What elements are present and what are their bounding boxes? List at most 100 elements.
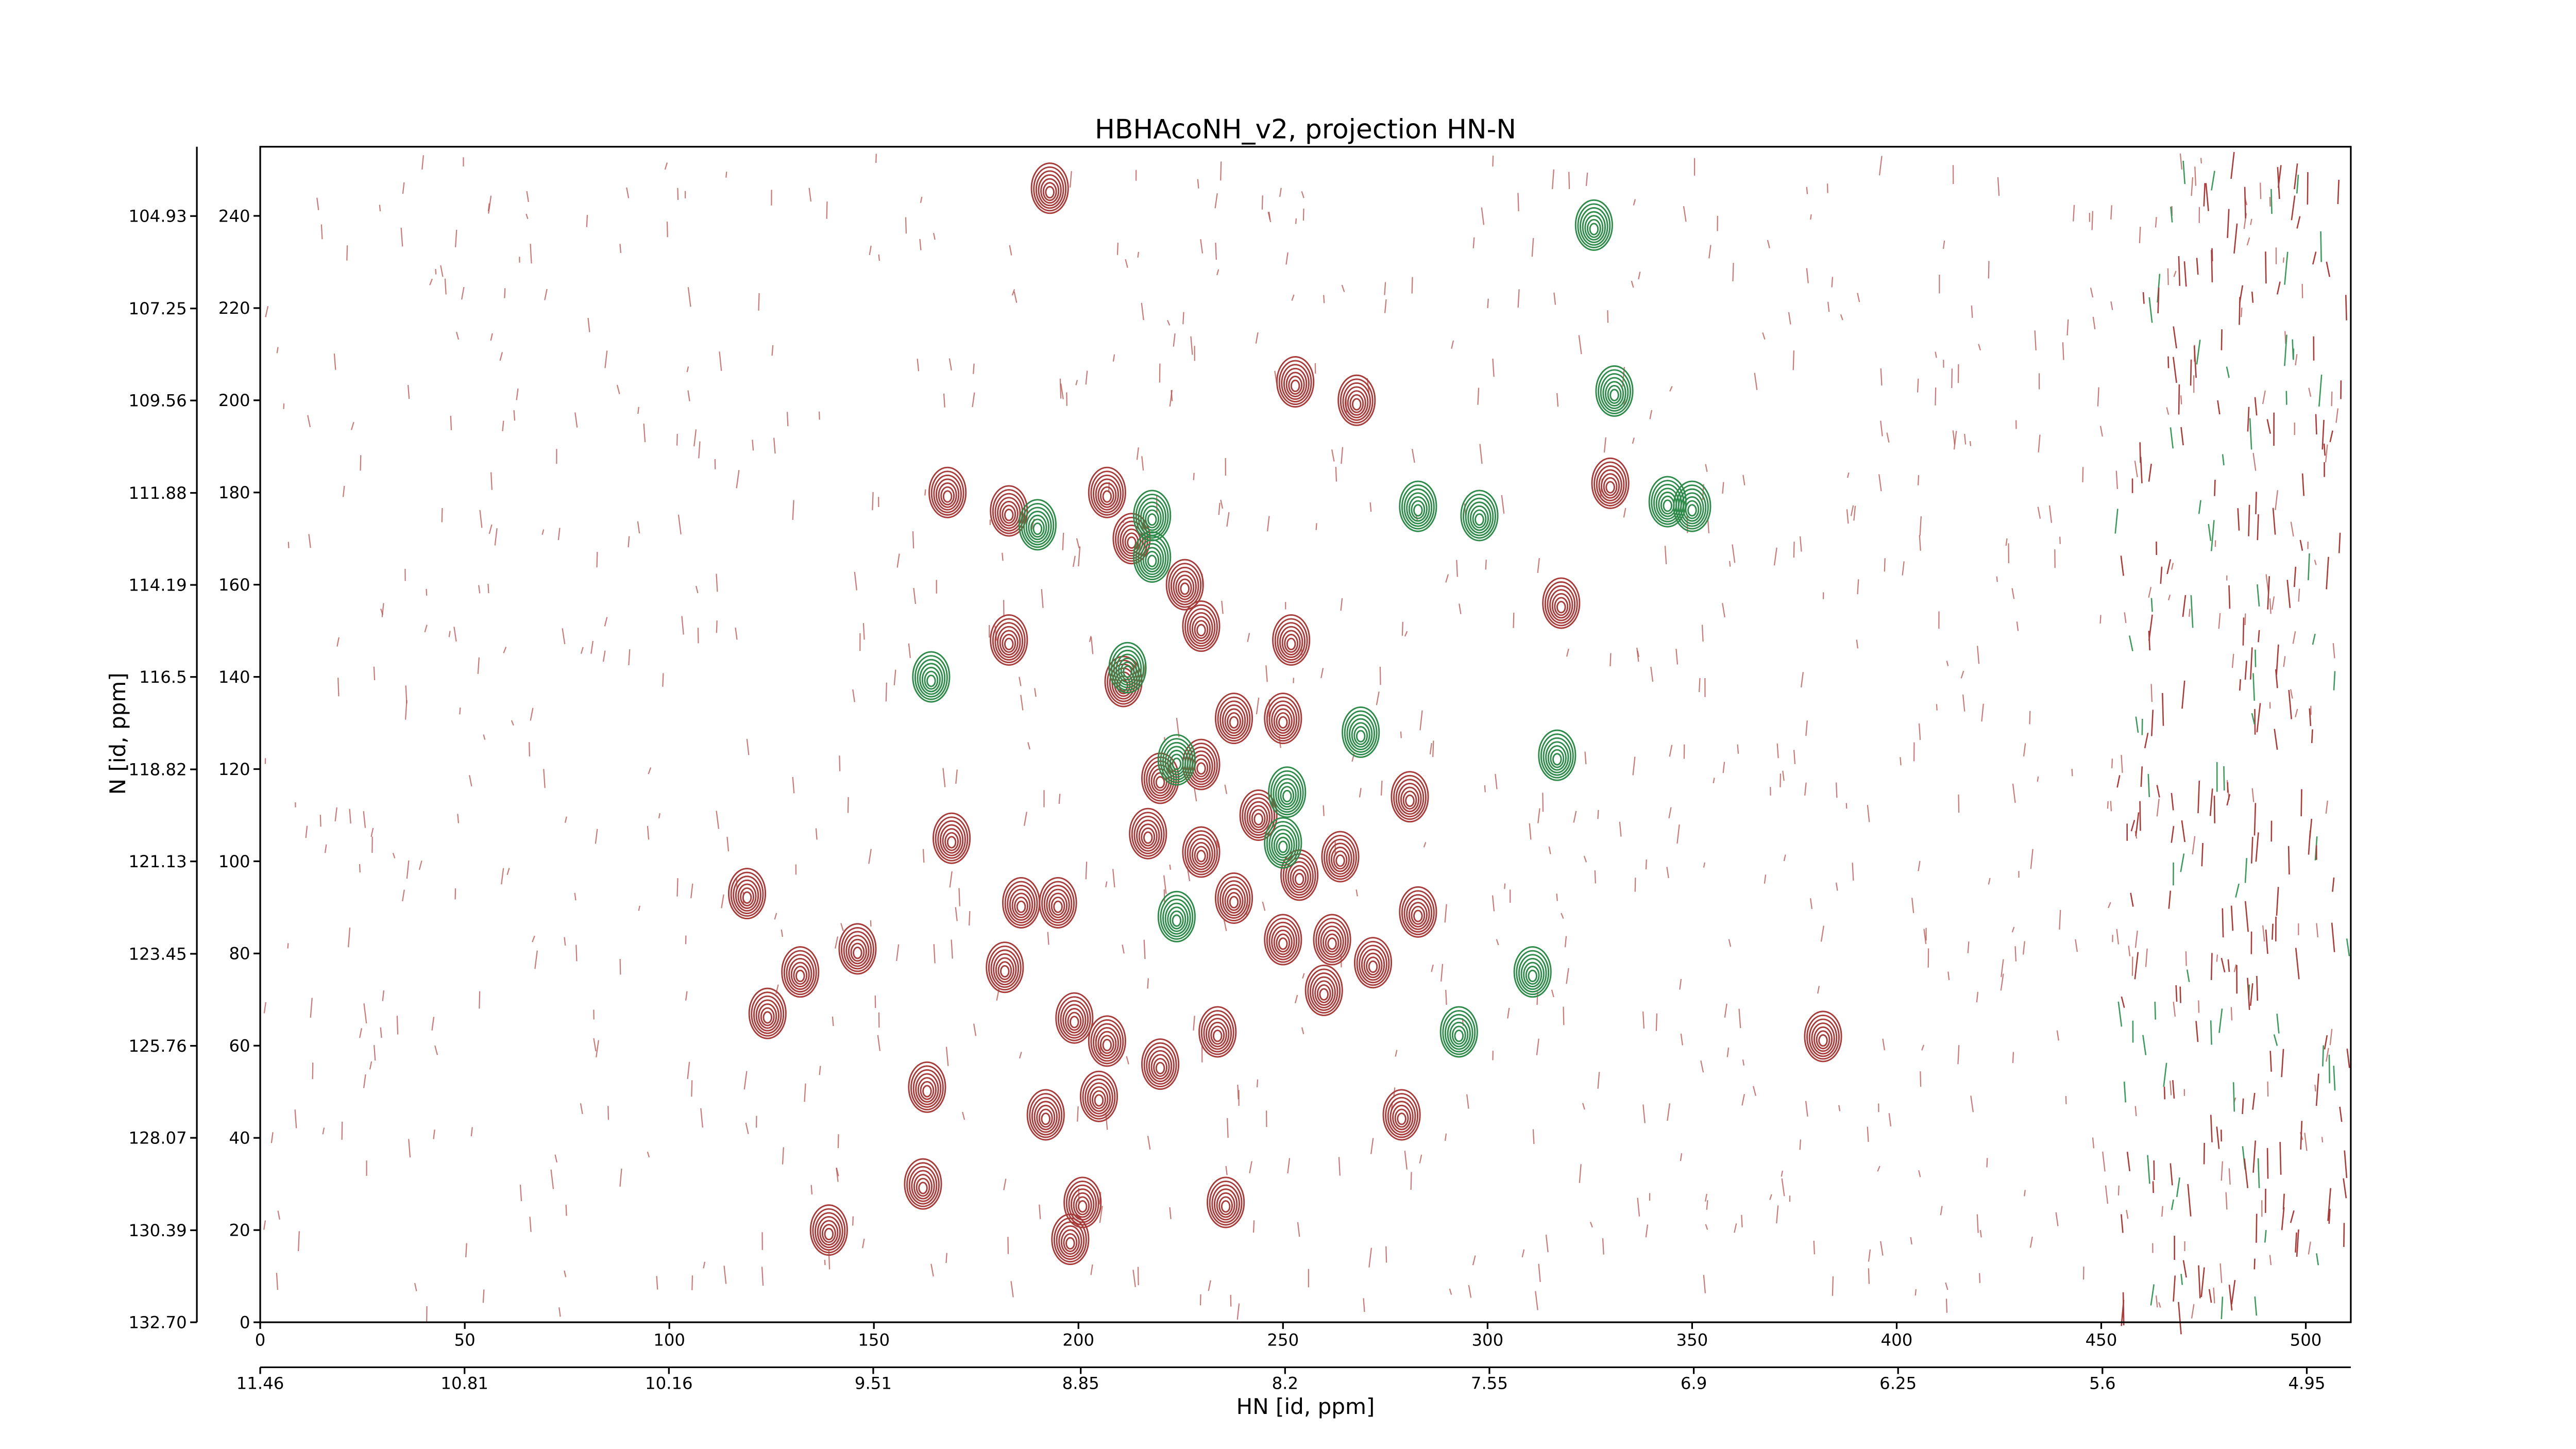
noise-contour (2172, 357, 2177, 383)
noise-contour (700, 1108, 703, 1128)
noise-contour (1194, 787, 1197, 802)
peak (1460, 490, 1499, 542)
contour-ring (1251, 809, 1266, 828)
contour-ring (751, 991, 785, 1037)
contour-ring (1366, 956, 1380, 976)
noise-contour (1136, 447, 1139, 460)
contour-ring (1160, 738, 1194, 783)
noise-contour (348, 927, 351, 948)
noise-contour (658, 813, 660, 819)
noise-contour (434, 1045, 438, 1055)
noise-contour (1767, 240, 1770, 248)
noise-contour (1850, 505, 1854, 516)
noise-contour (1085, 862, 1088, 880)
contour-ring (1342, 382, 1371, 421)
contour-ring (1547, 745, 1567, 771)
noise-contour (1507, 1007, 1510, 1019)
contour-ring (1224, 708, 1244, 734)
contour-ring (1191, 616, 1211, 642)
contour-ring (1595, 365, 1634, 417)
noise-contour (2150, 1284, 2155, 1306)
noise-contour (2241, 308, 2243, 317)
noise-contour (2226, 794, 2231, 806)
noise-contour (2333, 671, 2336, 690)
noise-contour (2266, 419, 2272, 434)
contour-ring (809, 1204, 848, 1256)
contour-ring (1073, 1192, 1092, 1218)
x2-tick-label: 6.9 (1681, 1374, 1707, 1393)
peak (908, 1061, 946, 1113)
contour-ring (1273, 833, 1293, 858)
contour-ring (1278, 840, 1288, 853)
noise-contour (1880, 420, 1883, 436)
noise-contour (716, 811, 720, 829)
y-tick-label: 180 (218, 483, 250, 502)
peak (1133, 531, 1172, 583)
noise-contour (1034, 688, 1037, 697)
noise-contour (2171, 825, 2175, 843)
noise-contour (2211, 171, 2215, 191)
noise-contour (1169, 864, 1171, 870)
noise-contour (2272, 508, 2276, 535)
noise-contour (746, 738, 750, 755)
noise-contour (2323, 443, 2326, 456)
noise-contour (1073, 555, 1076, 567)
noise-contour (1535, 1291, 1538, 1310)
noise-contour (1370, 1138, 1374, 1154)
contour-ring (1143, 831, 1153, 844)
noise-contour (2000, 973, 2004, 991)
contour-ring (730, 871, 764, 917)
noise-contour (530, 707, 534, 721)
noise-contour (2182, 595, 2187, 617)
noise-contour (1009, 245, 1012, 256)
contour-ring (1060, 1000, 1089, 1039)
noise-contour (854, 571, 858, 591)
noise-contour (1215, 242, 1217, 260)
noise-contour (1236, 1303, 1240, 1320)
contour-ring (1216, 1192, 1235, 1218)
noise-contour (2191, 1304, 2195, 1319)
contour-ring (908, 1061, 946, 1113)
noise-contour (2116, 775, 2121, 788)
noise-contour (1553, 292, 1556, 305)
noise-contour (2210, 520, 2215, 551)
noise-contour (1728, 939, 1732, 947)
peak (1313, 914, 1351, 966)
noise-contour (2105, 1185, 2109, 1204)
contour-ring (1227, 892, 1241, 911)
contour-ring (1294, 872, 1304, 886)
contour-ring (988, 945, 1022, 991)
noise-contour (2055, 1212, 2059, 1226)
noise-contour (840, 923, 844, 932)
contour-ring (920, 1081, 935, 1100)
contour-ring (1591, 457, 1630, 509)
noise-contour (1918, 1170, 1921, 1177)
noise-contour (2218, 1008, 2223, 1033)
noise-contour (1492, 895, 1495, 912)
contour-ring (1408, 902, 1428, 928)
contour-ring (1413, 909, 1423, 922)
contour-ring (1273, 929, 1293, 955)
peak (990, 485, 1028, 537)
contour-ring (1594, 461, 1628, 507)
noise-contour (2249, 418, 2252, 450)
noise-contour (2251, 788, 2255, 802)
y2-tick-label: 123.45 (129, 944, 187, 964)
contour-ring (1552, 753, 1562, 766)
noise-contour (2231, 1279, 2236, 1305)
noise-contour (1845, 803, 1848, 809)
contour-ring (1353, 937, 1393, 989)
noise-contour (1957, 1045, 1960, 1065)
contour-ring (838, 923, 877, 975)
noise-contour (277, 1210, 280, 1220)
contour-ring (1113, 649, 1142, 688)
noise-contour (2255, 649, 2257, 667)
noise-contour (1169, 1207, 1172, 1219)
contour-ring (1325, 933, 1340, 953)
peaks-layer (727, 162, 1842, 1266)
noise-contour (2258, 630, 2260, 643)
contour-ring (1675, 484, 1709, 530)
contour-ring (1274, 618, 1308, 663)
contour-ring (1395, 779, 1425, 818)
